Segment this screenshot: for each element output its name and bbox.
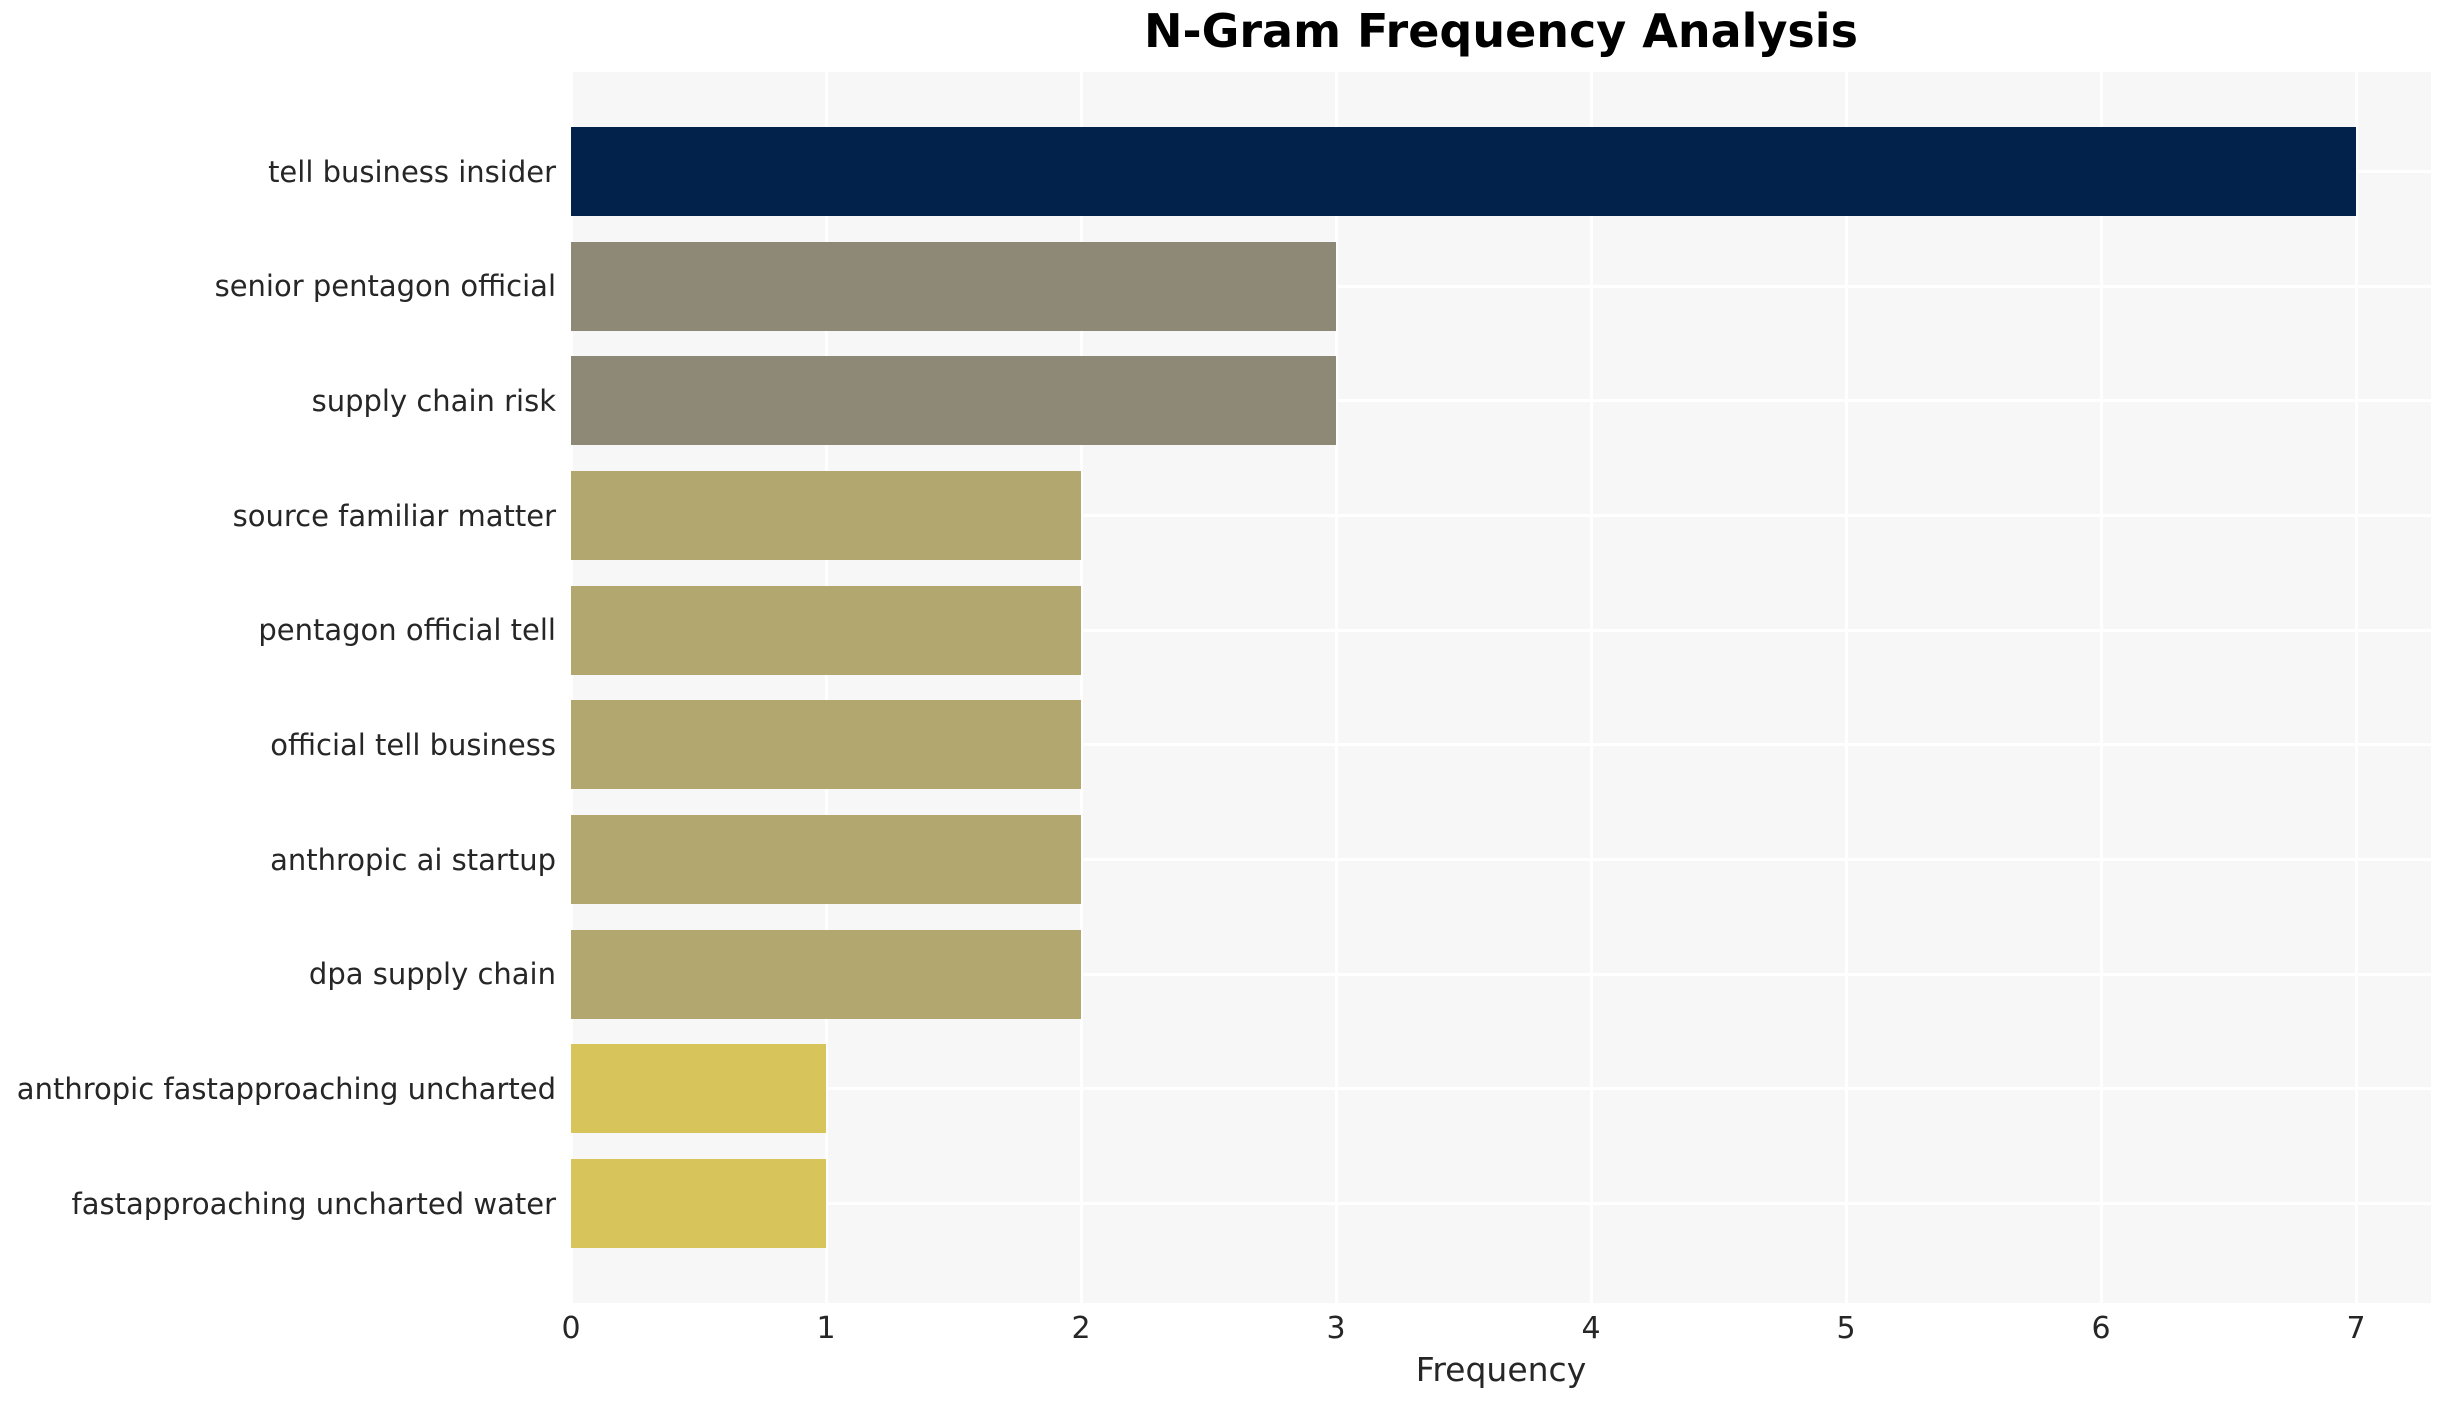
gridline-vertical [2099, 72, 2103, 1303]
x-tick-label: 6 [2091, 1311, 2111, 1346]
gridline-horizontal [571, 628, 2431, 632]
bar [571, 127, 2356, 216]
category-label: supply chain risk [311, 383, 556, 418]
gridline-vertical [1334, 72, 1338, 1303]
bar [571, 815, 1081, 904]
category-label: anthropic fastapproaching uncharted [16, 1071, 556, 1106]
x-tick-label: 2 [1071, 1311, 1091, 1346]
gridline-horizontal [571, 284, 2431, 288]
category-label: dpa supply chain [308, 957, 556, 992]
gridline-horizontal [571, 1202, 2431, 1205]
gridline-vertical [1844, 72, 1848, 1303]
gridline-horizontal [571, 858, 2431, 861]
gridline-vertical [1079, 72, 1083, 1303]
gridline-horizontal [571, 972, 2431, 976]
gridline-vertical [1589, 72, 1593, 1303]
category-label: source familiar matter [232, 498, 556, 533]
bar [571, 1159, 826, 1248]
category-label: fastapproaching uncharted water [71, 1186, 556, 1221]
x-tick-label: 0 [561, 1311, 581, 1346]
gridline-horizontal [571, 514, 2431, 517]
x-tick-label: 7 [2346, 1311, 2366, 1346]
bar [571, 700, 1081, 790]
plot-area [569, 72, 2431, 1303]
x-axis-label: Frequency [1415, 1350, 1587, 1389]
chart-title: N-Gram Frequency Analysis [1144, 4, 1858, 58]
x-tick-label: 3 [1326, 1311, 1346, 1346]
x-tick-label: 1 [816, 1311, 836, 1346]
gridline-vertical [824, 72, 828, 1303]
bar [571, 356, 1336, 446]
gridline-horizontal [571, 743, 2431, 747]
category-label: anthropic ai startup [270, 842, 556, 877]
category-label: senior pentagon official [214, 269, 556, 304]
gridline-horizontal [571, 399, 2431, 403]
x-tick-label: 4 [1581, 1311, 1601, 1346]
bar [571, 585, 1081, 675]
gridline-horizontal [571, 1087, 2431, 1091]
bar [571, 241, 1336, 331]
bar [571, 929, 1081, 1019]
x-tick-label: 5 [1836, 1311, 1856, 1346]
category-label: official tell business [270, 727, 556, 762]
bar [571, 1044, 826, 1134]
gridline-vertical [569, 72, 573, 1303]
category-label: tell business insider [268, 154, 556, 189]
category-label: pentagon official tell [258, 613, 556, 648]
gridline-vertical [2354, 72, 2358, 1303]
bar [571, 471, 1081, 560]
